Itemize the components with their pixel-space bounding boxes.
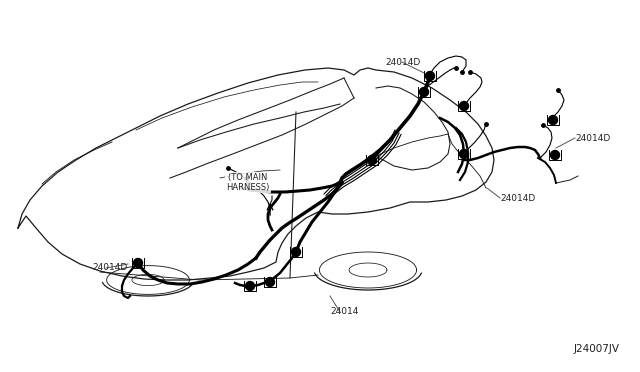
Circle shape (419, 87, 429, 96)
Circle shape (266, 278, 275, 286)
Circle shape (460, 150, 468, 158)
Text: (TO MAIN
HARNESS): (TO MAIN HARNESS) (227, 173, 269, 192)
Text: 24014D: 24014D (575, 134, 611, 142)
Circle shape (550, 151, 559, 160)
Circle shape (291, 247, 301, 257)
Text: 24014D: 24014D (500, 193, 535, 202)
Text: 24014D: 24014D (385, 58, 420, 67)
Circle shape (460, 102, 468, 110)
Circle shape (246, 282, 255, 291)
Circle shape (426, 71, 435, 80)
Text: 24014: 24014 (330, 308, 358, 317)
Text: 24014D: 24014D (92, 263, 127, 273)
Circle shape (367, 155, 376, 164)
Text: J24007JV: J24007JV (574, 344, 620, 354)
Circle shape (548, 115, 557, 125)
Circle shape (134, 259, 143, 267)
